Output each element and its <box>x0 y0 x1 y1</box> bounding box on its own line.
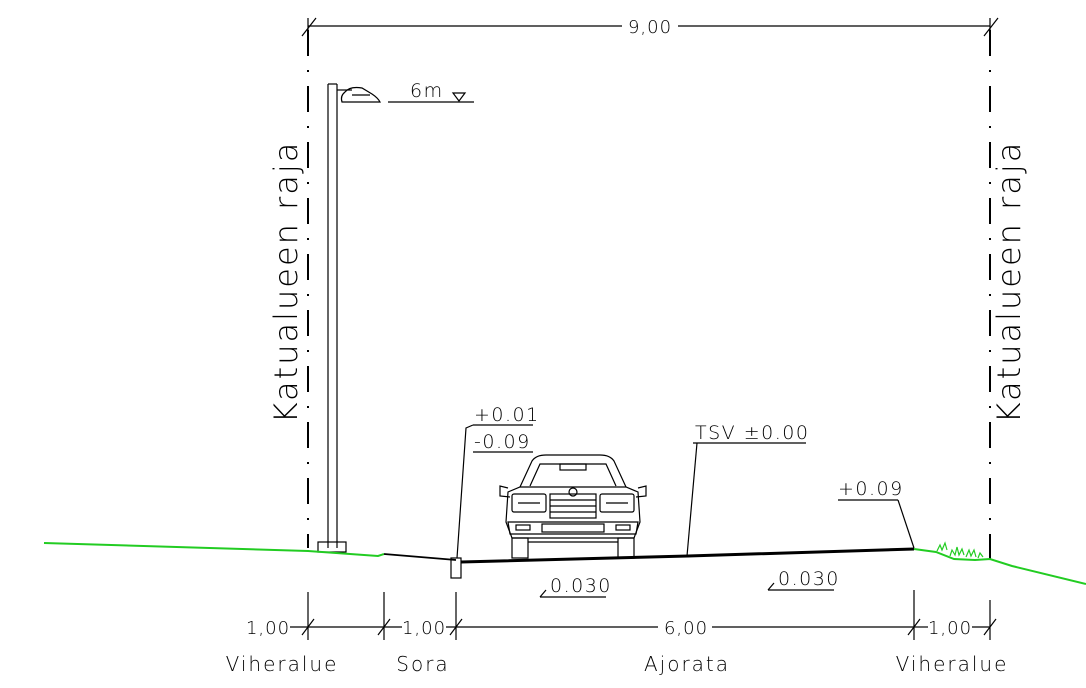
zone-label-4: Viheralue <box>896 652 1009 676</box>
total-width-label: 9,00 <box>628 17 672 38</box>
zone-label-2: Sora <box>396 652 449 676</box>
boundary-lines <box>307 30 991 560</box>
slope-right-label: 0.030 <box>778 568 840 590</box>
left-green-verge <box>43 542 385 558</box>
bottom-dimension-lines <box>290 590 997 640</box>
right-edge-label: +0.09 <box>838 478 904 500</box>
zone-label-1: Viheralue <box>226 652 339 676</box>
curb-stone <box>450 557 462 579</box>
right-green-verge <box>913 548 1086 585</box>
segment-width-3: 6,00 <box>664 618 708 639</box>
road-level-leader <box>686 442 806 557</box>
grass-icon <box>936 541 984 559</box>
road-level-label: TSV ±0.00 <box>695 422 809 444</box>
curb-top-label: +0.01 <box>474 404 540 426</box>
segment-width-4: 1,00 <box>928 618 972 639</box>
gravel-shoulder <box>383 553 457 561</box>
total-width-dimension <box>301 17 999 37</box>
car-icon <box>499 454 647 559</box>
street-lamp-icon <box>317 83 381 553</box>
segment-width-1: 1,00 <box>246 618 290 639</box>
slope-left-label: 0.030 <box>550 575 612 597</box>
edge-level-leader <box>838 499 915 549</box>
segment-width-2: 1,00 <box>402 618 446 639</box>
curb-level-leader <box>456 424 533 559</box>
slope-markers <box>539 582 834 598</box>
zone-label-3: Ajorata <box>644 652 730 676</box>
lamp-height-marker <box>388 92 474 103</box>
lamp-height-label: 6m <box>410 80 444 102</box>
boundary-label-right: Katualueen raja <box>990 141 1028 424</box>
boundary-label-left: Katualueen raja <box>267 141 305 424</box>
curb-bottom-label: -0.09 <box>474 431 531 453</box>
road-surface <box>460 547 915 564</box>
